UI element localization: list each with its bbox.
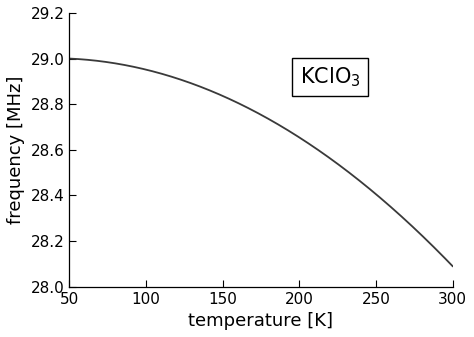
Text: KClO$_3$: KClO$_3$ — [300, 65, 360, 89]
Y-axis label: frequency [MHz]: frequency [MHz] — [7, 75, 25, 224]
X-axis label: temperature [K]: temperature [K] — [188, 312, 333, 330]
